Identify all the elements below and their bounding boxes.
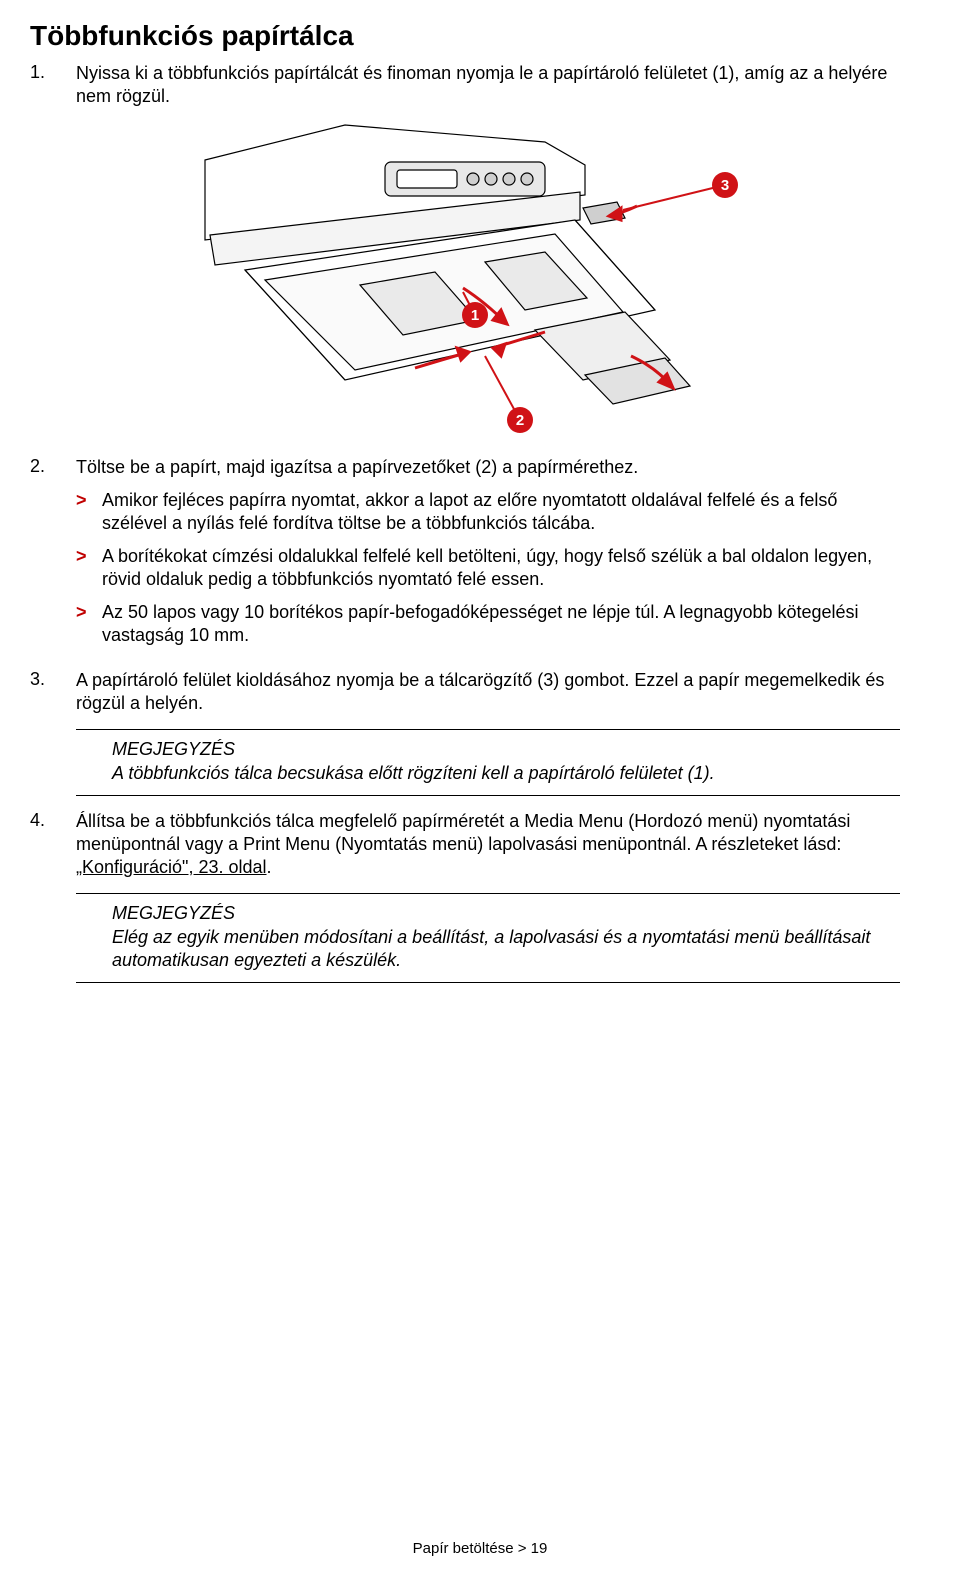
steps-list: 1. Nyissa ki a többfunkciós papírtálcát … [30, 62, 900, 108]
note-text: Elég az egyik menüben módosítani a beáll… [112, 926, 900, 973]
printer-diagram-wrap: 1 2 3 [30, 120, 900, 440]
step-text-pre: Állítsa be a többfunkciós tálca megfelel… [76, 811, 850, 854]
note-inner: MEGJEGYZÉS Elég az egyik menüben módosít… [76, 902, 900, 972]
section-title: Többfunkciós papírtálca [30, 20, 900, 52]
step-item: 4. Állítsa be a többfunkciós tálca megfe… [30, 810, 900, 879]
callout-label: 3 [721, 177, 729, 194]
sub-text: A borítékokat címzési oldalukkal felfelé… [102, 545, 900, 591]
step-body: Töltse be a papírt, majd igazítsa a papí… [76, 456, 900, 657]
note-inner: MEGJEGYZÉS A többfunkciós tálca becsukás… [76, 738, 900, 785]
callout-label: 1 [471, 307, 479, 324]
note-block: MEGJEGYZÉS A többfunkciós tálca becsukás… [76, 729, 900, 796]
step-item: 2. Töltse be a papírt, majd igazítsa a p… [30, 456, 900, 657]
sub-text: Amikor fejléces papírra nyomtat, akkor a… [102, 489, 900, 535]
step-item: 3. A papírtároló felület kioldásához nyo… [30, 669, 900, 715]
bullet-icon: > [76, 601, 102, 647]
note-text: A többfunkciós tálca becsukása előtt rög… [112, 762, 900, 785]
callout-label: 2 [516, 412, 524, 429]
sub-item: > A borítékokat címzési oldalukkal felfe… [76, 545, 900, 591]
steps-list-cont: 2. Töltse be a papírt, majd igazítsa a p… [30, 456, 900, 715]
note-label: MEGJEGYZÉS [112, 902, 900, 925]
note-label: MEGJEGYZÉS [112, 738, 900, 761]
bullet-icon: > [76, 545, 102, 591]
step-text: Töltse be a papírt, majd igazítsa a papí… [76, 457, 638, 477]
note-block: MEGJEGYZÉS Elég az egyik menüben módosít… [76, 893, 900, 983]
steps-list-cont2: 4. Állítsa be a többfunkciós tálca megfe… [30, 810, 900, 879]
printer-diagram: 1 2 3 [185, 120, 745, 440]
sub-item: > Amikor fejléces papírra nyomtat, akkor… [76, 489, 900, 535]
sub-text: Az 50 lapos vagy 10 borítékos papír-befo… [102, 601, 900, 647]
sub-item: > Az 50 lapos vagy 10 borítékos papír-be… [76, 601, 900, 647]
step-number: 1. [30, 62, 76, 108]
step-number: 4. [30, 810, 76, 879]
step-sublist: > Amikor fejléces papírra nyomtat, akkor… [76, 489, 900, 647]
page-footer: Papír betöltése > 19 [0, 1540, 960, 1557]
step-body: Nyissa ki a többfunkciós papírtálcát és … [76, 62, 900, 108]
page: Többfunkciós papírtálca 1. Nyissa ki a t… [0, 0, 960, 1573]
step-body: A papírtároló felület kioldásához nyomja… [76, 669, 900, 715]
step-text-post: . [267, 857, 272, 877]
step-body: Állítsa be a többfunkciós tálca megfelel… [76, 810, 900, 879]
bullet-icon: > [76, 489, 102, 535]
step-number: 2. [30, 456, 76, 657]
step-item: 1. Nyissa ki a többfunkciós papírtálcát … [30, 62, 900, 108]
step-number: 3. [30, 669, 76, 715]
config-link[interactable]: „Konfiguráció", 23. oldal [76, 857, 267, 877]
